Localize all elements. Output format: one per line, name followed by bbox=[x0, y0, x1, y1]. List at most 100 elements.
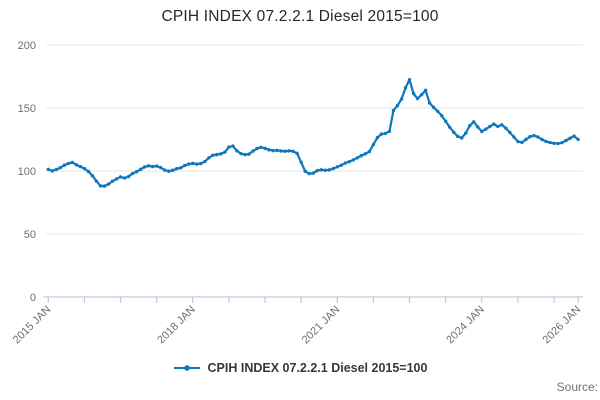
data-point[interactable] bbox=[158, 165, 163, 170]
data-point[interactable] bbox=[492, 122, 496, 126]
data-point[interactable] bbox=[207, 156, 211, 160]
data-point[interactable] bbox=[520, 140, 524, 145]
data-point[interactable] bbox=[263, 146, 267, 151]
data-point[interactable] bbox=[70, 160, 75, 165]
data-point[interactable] bbox=[58, 166, 63, 170]
data-point[interactable] bbox=[175, 167, 179, 171]
data-point[interactable] bbox=[203, 159, 207, 164]
data-point[interactable] bbox=[219, 152, 223, 156]
data-point[interactable] bbox=[130, 171, 135, 176]
data-point[interactable] bbox=[199, 161, 203, 166]
data-point[interactable] bbox=[411, 91, 416, 96]
data-point[interactable] bbox=[211, 153, 215, 157]
data-point[interactable] bbox=[259, 145, 263, 150]
data-point[interactable] bbox=[532, 133, 536, 138]
data-point[interactable] bbox=[439, 113, 444, 118]
data-point[interactable] bbox=[343, 161, 347, 165]
data-point[interactable] bbox=[488, 124, 492, 129]
data-point[interactable] bbox=[235, 149, 239, 153]
data-point[interactable] bbox=[98, 184, 103, 188]
data-point[interactable] bbox=[576, 137, 580, 142]
data-point[interactable] bbox=[154, 164, 159, 168]
data-point[interactable] bbox=[86, 169, 91, 174]
data-point[interactable] bbox=[524, 137, 528, 142]
data-point[interactable] bbox=[171, 168, 175, 172]
data-point[interactable] bbox=[383, 131, 388, 136]
data-point[interactable] bbox=[508, 130, 512, 135]
data-point[interactable] bbox=[363, 152, 368, 156]
data-point[interactable] bbox=[347, 159, 352, 164]
data-point[interactable] bbox=[78, 164, 83, 169]
data-point[interactable] bbox=[183, 163, 187, 168]
data-point[interactable] bbox=[355, 156, 360, 160]
data-point[interactable] bbox=[146, 164, 151, 168]
data-point[interactable] bbox=[375, 135, 380, 140]
data-point[interactable] bbox=[223, 150, 227, 154]
data-point[interactable] bbox=[118, 175, 123, 179]
data-point[interactable] bbox=[323, 168, 327, 172]
data-point[interactable] bbox=[407, 77, 412, 82]
data-point[interactable] bbox=[548, 140, 552, 145]
data-point[interactable] bbox=[431, 105, 436, 110]
data-series-line[interactable] bbox=[47, 78, 579, 188]
data-point[interactable] bbox=[455, 134, 460, 139]
data-point[interactable] bbox=[239, 151, 243, 156]
data-point[interactable] bbox=[447, 125, 452, 129]
data-point[interactable] bbox=[74, 163, 79, 167]
data-point[interactable] bbox=[142, 165, 147, 169]
data-point[interactable] bbox=[122, 176, 127, 180]
data-point[interactable] bbox=[191, 161, 195, 166]
data-point[interactable] bbox=[564, 138, 568, 143]
data-point[interactable] bbox=[255, 146, 259, 151]
data-point[interactable] bbox=[459, 136, 464, 140]
data-point[interactable] bbox=[295, 151, 299, 156]
data-point[interactable] bbox=[114, 177, 119, 181]
data-point[interactable] bbox=[403, 86, 408, 90]
data-point[interactable] bbox=[307, 171, 311, 176]
data-point[interactable] bbox=[480, 129, 484, 134]
data-point[interactable] bbox=[231, 144, 235, 148]
data-point[interactable] bbox=[187, 162, 191, 166]
data-point[interactable] bbox=[331, 166, 335, 171]
data-point[interactable] bbox=[46, 167, 50, 172]
data-point[interactable] bbox=[319, 168, 323, 172]
data-point[interactable] bbox=[423, 88, 428, 93]
data-point[interactable] bbox=[179, 166, 183, 170]
data-point[interactable] bbox=[556, 141, 560, 146]
data-point[interactable] bbox=[504, 126, 508, 130]
data-point[interactable] bbox=[106, 182, 111, 186]
data-point[interactable] bbox=[267, 148, 271, 152]
data-point[interactable] bbox=[359, 153, 364, 158]
data-point[interactable] bbox=[391, 108, 396, 113]
data-point[interactable] bbox=[367, 149, 372, 154]
data-point[interactable] bbox=[371, 142, 376, 147]
data-point[interactable] bbox=[303, 169, 307, 173]
data-point[interactable] bbox=[552, 141, 556, 145]
data-point[interactable] bbox=[167, 169, 171, 173]
data-point[interactable] bbox=[435, 109, 440, 113]
legend[interactable]: CPIH INDEX 07.2.2.1 Diesel 2015=100 bbox=[0, 361, 600, 375]
data-point[interactable] bbox=[162, 168, 167, 172]
data-point[interactable] bbox=[415, 96, 420, 101]
data-point[interactable] bbox=[568, 136, 572, 140]
data-point[interactable] bbox=[291, 149, 295, 154]
data-point[interactable] bbox=[572, 134, 576, 138]
data-point[interactable] bbox=[468, 123, 472, 128]
data-point[interactable] bbox=[271, 148, 275, 153]
data-point[interactable] bbox=[544, 139, 548, 144]
data-point[interactable] bbox=[283, 149, 287, 153]
data-point[interactable] bbox=[62, 163, 67, 167]
data-point[interactable] bbox=[379, 132, 384, 136]
data-point[interactable] bbox=[110, 179, 115, 183]
data-point[interactable] bbox=[54, 167, 59, 172]
data-point[interactable] bbox=[150, 164, 155, 169]
data-point[interactable] bbox=[512, 135, 516, 139]
data-point[interactable] bbox=[560, 140, 564, 145]
data-point[interactable] bbox=[126, 174, 131, 179]
data-point[interactable] bbox=[315, 168, 319, 173]
data-point[interactable] bbox=[500, 123, 504, 127]
data-point[interactable] bbox=[339, 163, 343, 167]
data-point[interactable] bbox=[138, 167, 143, 172]
data-point[interactable] bbox=[251, 149, 255, 153]
data-point[interactable] bbox=[247, 152, 251, 156]
